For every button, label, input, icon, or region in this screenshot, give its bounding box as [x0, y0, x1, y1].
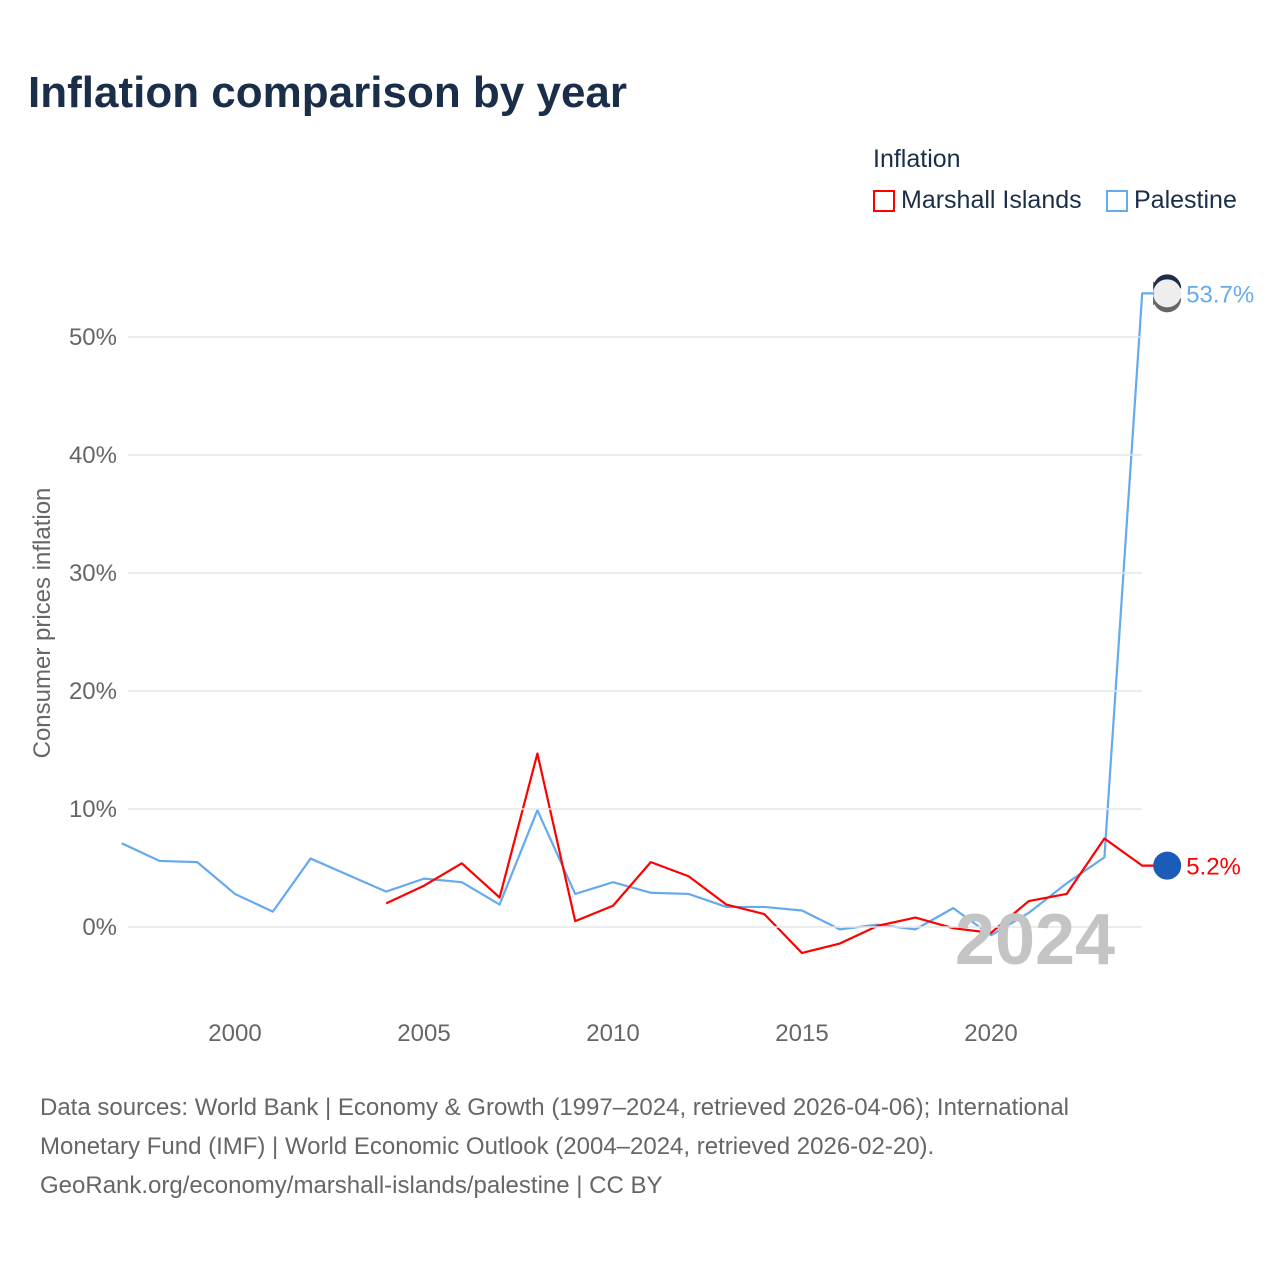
year-watermark: 2024: [955, 900, 1115, 980]
marshall-islands-flag-icon: [1153, 851, 1182, 880]
y-tick-label: 10%: [69, 796, 117, 823]
y-tick-label: 0%: [82, 914, 117, 941]
footer-line: Monetary Fund (IMF) | World Economic Out…: [40, 1133, 935, 1160]
y-tick-label: 30%: [69, 560, 117, 587]
footer-line[interactable]: GeoRank.org/economy/marshall-islands/pal…: [40, 1172, 663, 1199]
legend-swatch: [873, 189, 895, 212]
x-tick-label: 2015: [775, 1020, 828, 1047]
series-line-marshall-islands: [385, 752, 1155, 955]
footer-sources: Data sources: World Bank | Economy & Gro…: [40, 1088, 1240, 1205]
legend-swatch: [1106, 189, 1128, 212]
y-tick-label: 40%: [69, 442, 117, 469]
legend-label: Palestine: [1134, 186, 1237, 214]
end-value-label: 53.7%: [1186, 281, 1254, 308]
footer-line: Data sources: World Bank | Economy & Gro…: [40, 1094, 1070, 1121]
end-value-label: 5.2%: [1186, 854, 1241, 881]
x-tick-label: 2010: [586, 1020, 639, 1047]
chart-title: Inflation comparison by year: [28, 68, 628, 117]
series-line-palestine: [121, 292, 1155, 937]
legend-item-marshall-islands[interactable]: Marshall Islands: [873, 186, 1082, 215]
legend-label: Marshall Islands: [901, 186, 1082, 214]
x-tick-label: 2000: [208, 1020, 261, 1047]
x-tick-label: 2005: [397, 1020, 450, 1047]
y-tick-label: 20%: [69, 678, 117, 705]
x-tick-label: 2020: [964, 1020, 1017, 1047]
legend-title: Inflation: [873, 145, 961, 173]
y-axis-label: Consumer prices inflation: [29, 488, 56, 759]
palestine-flag-icon: [1153, 279, 1182, 308]
legend-item-palestine[interactable]: Palestine: [1106, 186, 1237, 215]
y-tick-label: 50%: [69, 324, 117, 351]
